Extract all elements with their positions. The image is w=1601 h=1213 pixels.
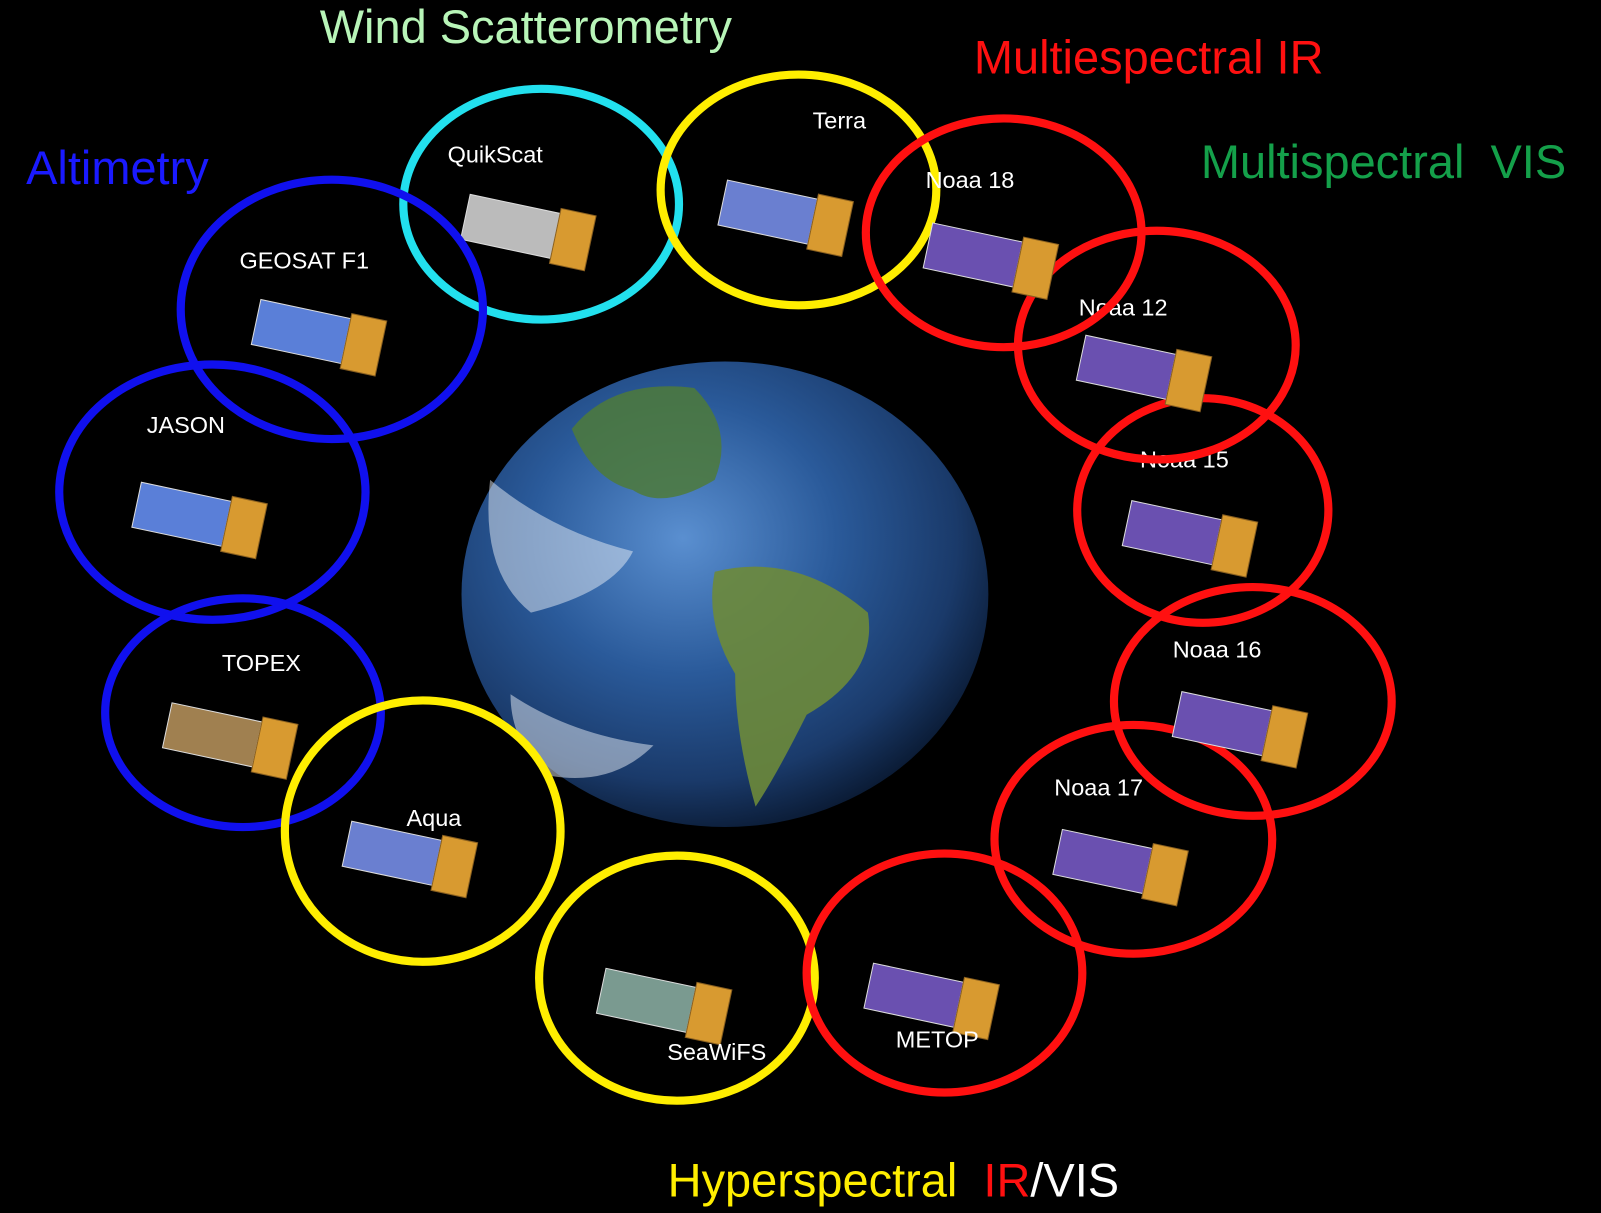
satellite-ring	[656, 70, 941, 310]
satellite-label: JASON	[147, 412, 225, 438]
satellite-ring	[535, 851, 819, 1105]
satellite-body	[220, 495, 268, 560]
satellite-ring	[802, 849, 1087, 1097]
satellite-body	[548, 207, 597, 272]
satellite-body	[430, 834, 479, 899]
satellite-label: METOP	[896, 1027, 979, 1053]
satellite-label: Aqua	[407, 805, 463, 831]
satellite-body	[250, 716, 299, 780]
satellite-body	[1011, 236, 1060, 301]
satellite-ring	[55, 360, 370, 624]
satellite: SeaWiFS	[535, 851, 819, 1105]
satellite-label: SeaWiFS	[667, 1039, 766, 1065]
satellite-label: Terra	[813, 108, 867, 134]
satellite-body	[1141, 842, 1189, 907]
satellite: TOPEX	[101, 594, 385, 832]
heading-hyper: Hyperspectral IR/VIS	[668, 1154, 1119, 1207]
hyper-part: IR	[983, 1154, 1030, 1207]
satellite-ring	[176, 175, 488, 444]
hyper-part: /VIS	[1030, 1154, 1119, 1207]
satellite: Terra	[656, 70, 941, 310]
satellite: Noaa 17	[990, 720, 1277, 958]
satellite: Aqua	[280, 696, 565, 966]
satellites: QuikScat Terra GEOSAT F1 JASON TOPEX Aqua SeaW…	[55, 70, 1396, 1105]
satellite: GEOSAT F1	[176, 175, 488, 444]
satellite-label: Noaa 16	[1173, 637, 1262, 663]
satellite-label: GEOSAT F1	[239, 248, 369, 274]
satellite-body	[684, 981, 733, 1046]
satellite-ring	[861, 114, 1146, 352]
heading-altimetry: Altimetry	[26, 141, 209, 194]
satellite-body	[1260, 705, 1309, 769]
earth	[461, 361, 989, 828]
hyper-part: Hyperspectral	[668, 1154, 984, 1207]
satellite-label: Noaa 18	[926, 167, 1015, 193]
satellite: METOP	[802, 849, 1087, 1097]
satellite-body	[1164, 348, 1213, 413]
heading-ir: Multiespectral IR	[974, 31, 1324, 84]
satellite-ring	[280, 696, 565, 966]
satellite-body	[806, 193, 854, 258]
satellite-label: TOPEX	[222, 650, 301, 676]
satellite: Noaa 16	[1109, 583, 1396, 820]
satellite-body	[952, 976, 1001, 1041]
heading-wind: Wind Scatterometry	[320, 0, 733, 53]
satellite-body	[1210, 514, 1259, 578]
satellite: Noaa 12	[1013, 226, 1300, 464]
satellite-ring	[990, 720, 1277, 958]
satellite: JASON	[55, 360, 370, 624]
satellite-label: Noaa 17	[1054, 774, 1143, 800]
satellite: QuikScat	[399, 84, 684, 324]
satellite-body	[339, 313, 388, 377]
satellite-ring	[1109, 583, 1396, 820]
satellite-label: QuikScat	[448, 141, 544, 167]
heading-vis: Multispectral VIS	[1201, 135, 1566, 188]
satellite-ring	[399, 84, 684, 324]
satellite: Noaa 18	[861, 114, 1146, 352]
satellite-ring	[101, 594, 385, 832]
